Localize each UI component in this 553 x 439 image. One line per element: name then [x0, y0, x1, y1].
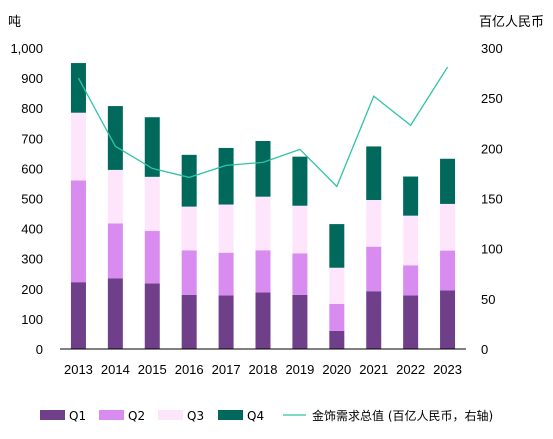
- x-tick-2014: 2014: [101, 362, 130, 377]
- x-tick-2023: 2023: [433, 362, 462, 377]
- right-tick-250: 250: [481, 91, 503, 106]
- left-tick-labels: 0 100 200 300 400 500 600 700 800 900 1,000: [10, 41, 43, 357]
- bar-q1-2020: [329, 330, 345, 349]
- bars-group: [70, 63, 456, 349]
- bar-q4-2022: [403, 176, 419, 216]
- x-tick-2020: 2020: [322, 362, 351, 377]
- right-tick-300: 300: [481, 41, 503, 56]
- bar-q2-2013: [70, 180, 86, 283]
- bar-q3-2021: [366, 200, 382, 247]
- bar-q3-2017: [218, 204, 234, 253]
- bar-q2-2020: [329, 303, 345, 331]
- bar-q1-2018: [255, 292, 271, 349]
- bar-q4-2018: [255, 141, 271, 197]
- bar-q4-2016: [181, 154, 197, 207]
- left-tick-100: 100: [21, 312, 43, 327]
- bar-q2-2023: [440, 250, 456, 291]
- bar-q4-2017: [218, 147, 234, 205]
- left-tick-500: 500: [21, 192, 43, 207]
- bar-q3-2015: [144, 176, 160, 232]
- x-tick-labels: 2013 2014 2015 2016 2017 2018 2019 2020 2021 2022…: [64, 362, 462, 377]
- left-tick-1000: 1,000: [10, 41, 43, 56]
- right-tick-50: 50: [481, 292, 495, 307]
- bar-q4-2013: [70, 63, 86, 113]
- bar-q3-2018: [255, 196, 271, 251]
- legend-label-line: 金饰需求总值 (百亿人民币，右轴): [312, 408, 493, 423]
- right-axis-unit: 百亿人民币: [479, 15, 544, 30]
- bar-q3-2022: [403, 215, 419, 266]
- legend-label-q4: Q4: [247, 409, 264, 423]
- bar-q2-2019: [292, 253, 308, 295]
- x-tick-2019: 2019: [285, 362, 314, 377]
- legend-label-q1: Q1: [69, 409, 86, 423]
- right-tick-100: 100: [481, 242, 503, 257]
- right-tick-150: 150: [481, 192, 503, 207]
- bar-q4-2014: [107, 106, 123, 170]
- bar-q3-2014: [107, 169, 123, 224]
- bar-q1-2017: [218, 295, 234, 349]
- bar-q1-2021: [366, 291, 382, 349]
- right-tick-200: 200: [481, 141, 503, 156]
- bar-q3-2016: [181, 206, 197, 251]
- bar-q2-2022: [403, 265, 419, 296]
- left-tick-300: 300: [21, 252, 43, 267]
- bar-q1-2019: [292, 294, 308, 349]
- bar-q1-2022: [403, 295, 419, 349]
- bar-q2-2017: [218, 252, 234, 296]
- left-axis-unit: 吨: [8, 15, 21, 30]
- left-tick-700: 700: [21, 131, 43, 146]
- x-tick-2016: 2016: [175, 362, 204, 377]
- bar-q3-2019: [292, 205, 308, 254]
- legend-label-q3: Q3: [187, 409, 204, 423]
- legend-swatch-q1: [40, 410, 65, 420]
- bar-q1-2023: [440, 290, 456, 349]
- left-tick-200: 200: [21, 282, 43, 297]
- legend-label-q2: Q2: [128, 409, 145, 423]
- x-tick-2015: 2015: [138, 362, 167, 377]
- bar-q2-2021: [366, 246, 382, 292]
- left-tick-900: 900: [21, 71, 43, 86]
- x-tick-2013: 2013: [64, 362, 93, 377]
- bar-q1-2014: [107, 278, 123, 349]
- left-tick-0: 0: [36, 342, 43, 357]
- line-group: [77, 66, 449, 188]
- legend: Q1 Q2 Q3 Q4 金饰需求总值 (百亿人民币，右轴): [40, 408, 493, 423]
- bar-q1-2016: [181, 294, 197, 349]
- bar-q4-2015: [144, 117, 160, 177]
- bar-q4-2019: [292, 156, 308, 206]
- legend-swatch-q2: [99, 410, 124, 420]
- bar-q2-2016: [181, 250, 197, 295]
- left-tick-800: 800: [21, 101, 43, 116]
- left-tick-400: 400: [21, 222, 43, 237]
- legend-swatch-q3: [158, 410, 183, 420]
- x-tick-2017: 2017: [212, 362, 241, 377]
- right-tick-labels: 0 50 100 150 200 250 300: [481, 41, 503, 357]
- bar-q3-2013: [70, 112, 86, 181]
- x-tick-2022: 2022: [396, 362, 425, 377]
- bar-q4-2023: [440, 158, 456, 204]
- bar-q2-2015: [144, 231, 160, 284]
- bar-q1-2013: [70, 282, 86, 349]
- left-tick-600: 600: [21, 161, 43, 176]
- bar-q2-2014: [107, 223, 123, 279]
- right-tick-0: 0: [481, 342, 488, 357]
- bar-q4-2020: [329, 224, 345, 268]
- bar-q4-2021: [366, 146, 382, 201]
- line-series-jewellery-value: [77, 66, 449, 188]
- bar-q3-2020: [329, 267, 345, 304]
- x-tick-2018: 2018: [249, 362, 278, 377]
- x-tick-2021: 2021: [359, 362, 388, 377]
- bar-q3-2023: [440, 203, 456, 251]
- bar-q2-2018: [255, 250, 271, 293]
- bar-q1-2015: [144, 283, 160, 349]
- legend-swatch-q4: [218, 410, 243, 420]
